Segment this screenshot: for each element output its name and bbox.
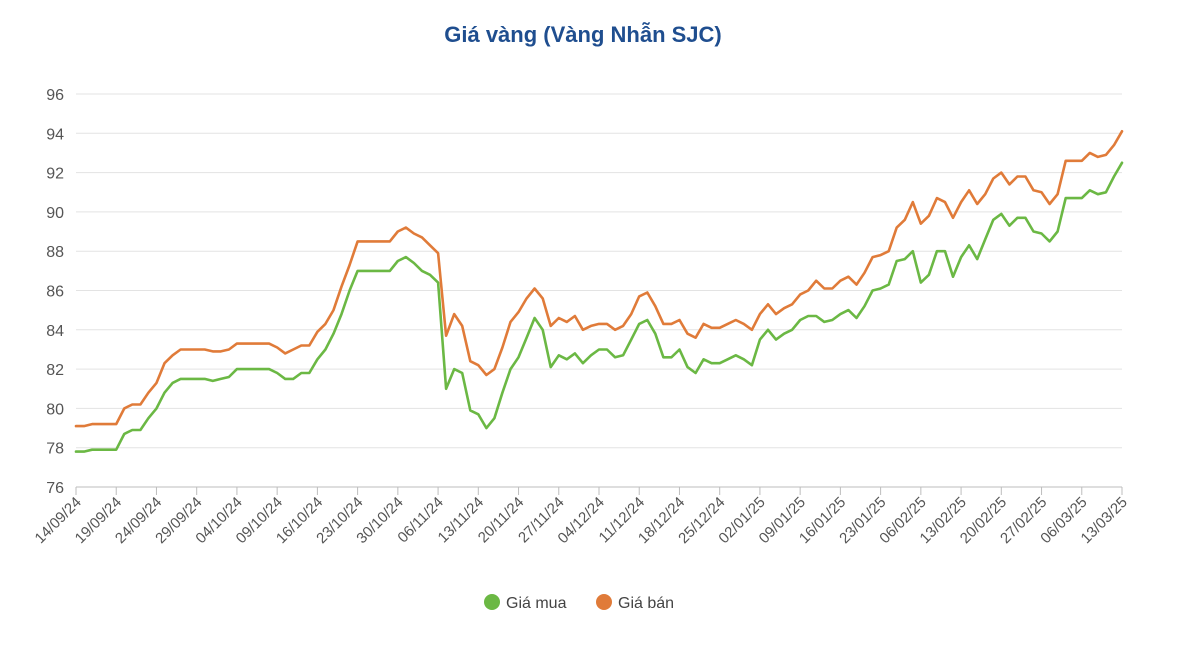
legend-item-buy[interactable]: Giá mua (484, 594, 567, 612)
legend-marker (484, 594, 500, 610)
legend-label: Giá mua (506, 595, 567, 612)
legend: Giá mua Giá bán (484, 594, 674, 612)
legend-label: Giá bán (618, 595, 674, 612)
series-line-sell (74, 130, 1124, 428)
y-tick-label: 94 (46, 126, 64, 143)
series-lines (74, 130, 1124, 453)
y-tick-label: 90 (46, 205, 64, 222)
x-axis: 14/09/2419/09/2424/09/2429/09/2404/10/24… (32, 486, 1131, 547)
series-line-buy (74, 161, 1124, 453)
legend-item-sell[interactable]: Giá bán (596, 594, 674, 612)
y-tick-label: 86 (46, 284, 64, 301)
grid-lines (76, 93, 1122, 488)
y-axis: 76 78 80 82 84 86 88 90 92 94 96 (46, 87, 64, 497)
y-tick-label: 80 (46, 401, 64, 418)
y-tick-label: 84 (46, 323, 64, 340)
y-tick-label: 88 (46, 244, 64, 261)
y-tick-label: 96 (46, 87, 64, 104)
y-tick-label: 82 (46, 362, 64, 379)
legend-marker (596, 594, 612, 610)
chart-title: Giá vàng (Vàng Nhẫn SJC) (444, 22, 722, 47)
y-tick-label: 78 (46, 441, 64, 458)
y-tick-label: 92 (46, 166, 64, 183)
y-tick-label: 76 (46, 480, 64, 497)
